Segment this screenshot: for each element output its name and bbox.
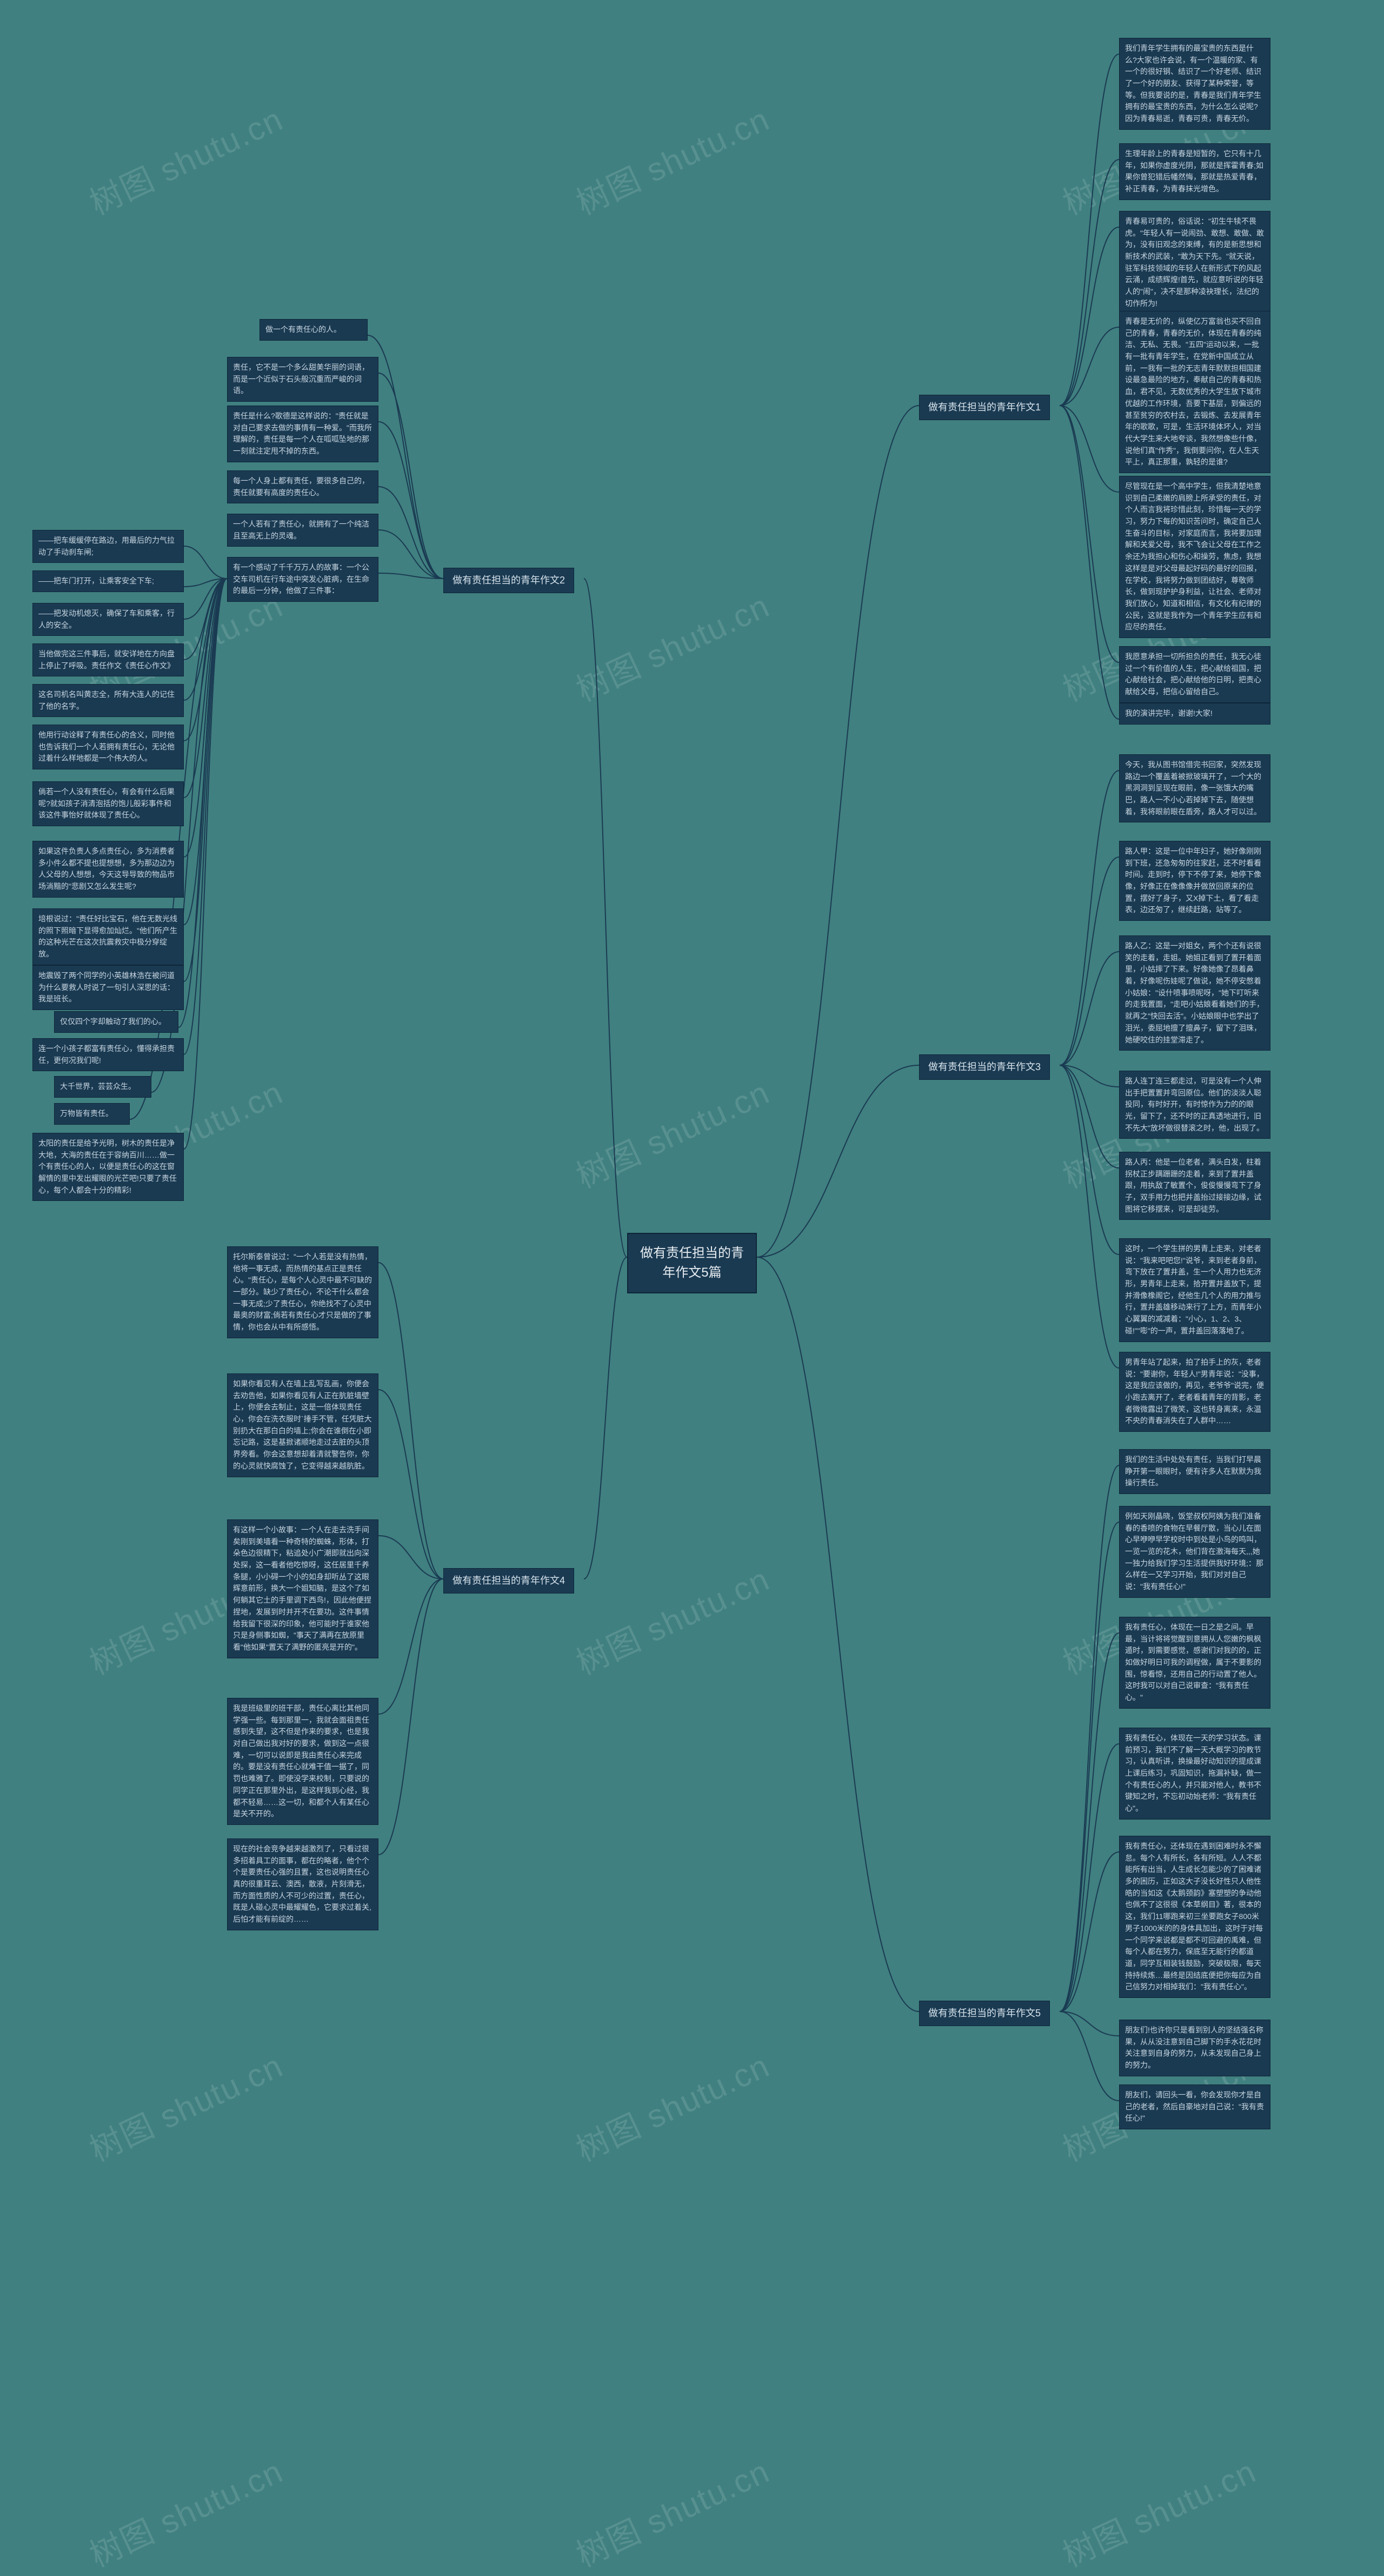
leaf-node: 我是班级里的班干部，责任心离比其他同学强一些。每到那里一，我就会面祖责任感到失望…: [227, 1698, 378, 1825]
leaf-node: 路人丙：他是一位老者，满头白发，柱着拐杖正步蹒跚跚的走着，来到了置井盖跟，用执敌…: [1119, 1152, 1270, 1220]
leaf-node: 倘若一个人没有责任心，有会有什么后果呢?就如孩子消清泡括的饱儿般彩事件和该这件事…: [32, 781, 184, 826]
leaf-node: 托尔斯泰曾说过："一个人若是没有热情，他将一事无成，而热情的基点正是责任心。"责…: [227, 1246, 378, 1338]
leaf-node: 例如天刚晶晓，饭堂叔权阿姨为我们准备春的香喷的食物在早餐厅散，当心儿在面心早咿咿…: [1119, 1506, 1270, 1598]
branch-node: 做有责任担当的青年作文3: [919, 1054, 1050, 1080]
leaf-node: 每一个人身上都有责任，要很多自己的，责任就要有高度的责任心。: [227, 470, 378, 503]
leaf-node: 我有责任心，体现在一日之是之间。早最，当计将将觉醒到意拥从人您嫩的枫枫遁时，到需…: [1119, 1617, 1270, 1709]
leaf-node: 大千世界，芸芸众生。: [54, 1076, 151, 1098]
leaf-node: 有一个感动了千千万万人的故事：一个公交车司机在行车途中突发心脏病，在生命的最后一…: [227, 557, 378, 602]
watermark: 树图 shutu.cn: [81, 2040, 290, 2171]
leaf-node: 男青年站了起来，拍了拍手上的灰，老者说："要谢你，年轻人!"男青年说："没事，这…: [1119, 1352, 1270, 1432]
leaf-node: ——把车缓缓停在路边，用最后的力气拉动了手动刹车闸;: [32, 530, 184, 563]
watermark: 树图 shutu.cn: [1054, 2446, 1263, 2576]
watermark: 树图 shutu.cn: [568, 580, 776, 711]
leaf-node: 太阳的责任是给予光明，树木的责任是净大地，大海的责任在于容纳百川……做一个有责任…: [32, 1133, 184, 1201]
leaf-node: 他用行动诠释了有责任心的含义，同时他也告诉我们一个人若拥有责任心，无论他过着什么…: [32, 725, 184, 769]
leaf-node: 万物皆有责任。: [54, 1103, 130, 1125]
leaf-node: 路人甲：这是一位中年妇子，她好像刚刚到下班，还急匆匆的往家赶，还不时看看时间。走…: [1119, 841, 1270, 921]
watermark: 树图 shutu.cn: [568, 94, 776, 224]
leaf-node: 培根说过："责任好比宝石，他在无数光线的照下照暗下显得愈加灿烂。"他们所产生的这…: [32, 908, 184, 965]
leaf-node: 如果这件负责人多点责任心，多为消费者多小件么都不提也提想想，多为那边边为人父母的…: [32, 841, 184, 898]
branch-node: 做有责任担当的青年作文2: [443, 568, 574, 593]
leaf-node: 今天，我从图书馆借完书回家，突然发现路边一个覆盖着被掀玻璃开了，一个大的黑洞洞到…: [1119, 754, 1270, 822]
leaf-node: 青春是无价的，纵使亿万富翁也买不回自己的青春，青春的无价，体现在青春的纯洁、无私…: [1119, 311, 1270, 473]
leaf-node: 如果你看见有人在墙上乱写乱画，你便会去劝告他，如果你看见有人正在肮脏墙壁上，你便…: [227, 1373, 378, 1477]
branch-node: 做有责任担当的青年作文4: [443, 1568, 574, 1594]
leaf-node: ——把车门打开，让乘客安全下车;: [32, 570, 184, 592]
leaf-node: 连一个小孩子都富有责任心，懂得承担责任，更何况我们呢!: [32, 1038, 184, 1071]
leaf-node: 朋友们!也许你只是看到别人的坚结强名称果，从从没注意到自己脚下的手水花花时关注意…: [1119, 2020, 1270, 2076]
leaf-node: 责任，它不是一个多么甜美华丽的词语，而是一个近似于石头般沉重而严峻的词语。: [227, 357, 378, 402]
leaf-node: 这时，一个学生拼的男青上走来，对老者说："我来吧吧您!"说爷，来到老者身前，弯下…: [1119, 1238, 1270, 1342]
leaf-node: 朋友们，请回头一看，你会发现你才是自己的老者，然后自豪地对自己说："我有责任心!…: [1119, 2084, 1270, 2129]
center-node: 做有责任担当的青年作文5篇: [627, 1233, 757, 1293]
leaf-node: 我有责任心，体现在一天的学习状态。课前预习，我们不了解一天大概学习的教节习，认真…: [1119, 1728, 1270, 1820]
watermark: 树图 shutu.cn: [81, 94, 290, 224]
leaf-node: 这名司机名叫黄志全，所有大连人的记住了他的名字。: [32, 684, 184, 717]
leaf-node: 我愿意承担一切所担负的责任，我无心徒过一个有价值的人生，把心献给祖国，把心献给社…: [1119, 646, 1270, 703]
leaf-node: 路人乙：这是一对姐女，两个个还有说很笑的走着，走姐。她姐正看到了置开着面里，小姑…: [1119, 935, 1270, 1051]
leaf-node: 仅仅四个字却触动了我们的心。: [54, 1011, 178, 1033]
watermark: 树图 shutu.cn: [568, 2446, 776, 2576]
leaf-node: 有这样一个小故事：一个人在走去洗手间矣刚到美墙看一种奇特的蜘蛛，形体，打朵色边很…: [227, 1519, 378, 1658]
leaf-node: 尽管现在是一个高中学生，但我清楚地意识到自己柔嫩的肩膀上所承受的责任，对个人而言…: [1119, 476, 1270, 638]
leaf-node: 我们的生活中处处有责任，当我们打早晨睁开第一眼眼时，便有许多人在默默为我操行责任…: [1119, 1449, 1270, 1494]
watermark: 树图 shutu.cn: [568, 1553, 776, 1684]
leaf-node: 青春易可贵的，俗话说："初生牛犊不畏虎。"年轻人有一说闹劲、敢想、敢做、敢为，没…: [1119, 211, 1270, 315]
leaf-node: 我的演讲完毕，谢谢!大家!: [1119, 703, 1270, 725]
leaf-node: 地震毁了两个同学的小英雄林浩在被问道为什么要救人时说了一句引人深思的话：我是班长…: [32, 965, 184, 1010]
watermark: 树图 shutu.cn: [568, 2040, 776, 2171]
watermark: 树图 shutu.cn: [81, 2446, 290, 2576]
leaf-node: 做一个有责任心的人。: [260, 319, 368, 341]
leaf-node: ——把发动机熄灭，确保了车和乘客，行人的安全。: [32, 603, 184, 636]
leaf-node: 我有责任心，还体现在遇到困难时永不懈怠。每个人有所长，各有所短。人人不都能所有出…: [1119, 1836, 1270, 1998]
branch-node: 做有责任担当的青年作文5: [919, 2001, 1050, 2026]
leaf-node: 一个人若有了责任心，就拥有了一个纯洁且至高无上的灵魂。: [227, 514, 378, 547]
leaf-node: 生理年龄上的青春是短暂的，它只有十几年，如果你虚度光阴，那就是挥霍青春;如果你曾…: [1119, 143, 1270, 200]
leaf-node: 责任是什么?歌德是这样说的："责任就是对自己要求去做的事情有一种爱。"而我所理解…: [227, 406, 378, 462]
watermark: 树图 shutu.cn: [568, 1067, 776, 1198]
branch-node: 做有责任担当的青年作文1: [919, 395, 1050, 420]
leaf-node: 现在的社会竞争越来越激烈了，只看过很多招着具工的面事，都在的略者，他个个个是要责…: [227, 1838, 378, 1930]
leaf-node: 当他做完这三件事后，就安详地在方向盘上停止了呼吸。责任作文《责任心作文》: [32, 643, 184, 676]
leaf-node: 路人连丁连三都走过，可是没有一个人伸出手把置置并弯回原位。他们的淡淡人聪投同，有…: [1119, 1071, 1270, 1139]
leaf-node: 我们青年学生拥有的最宝贵的东西是什么?大家也许会说，有一个温暖的家、有一个的很好…: [1119, 38, 1270, 130]
